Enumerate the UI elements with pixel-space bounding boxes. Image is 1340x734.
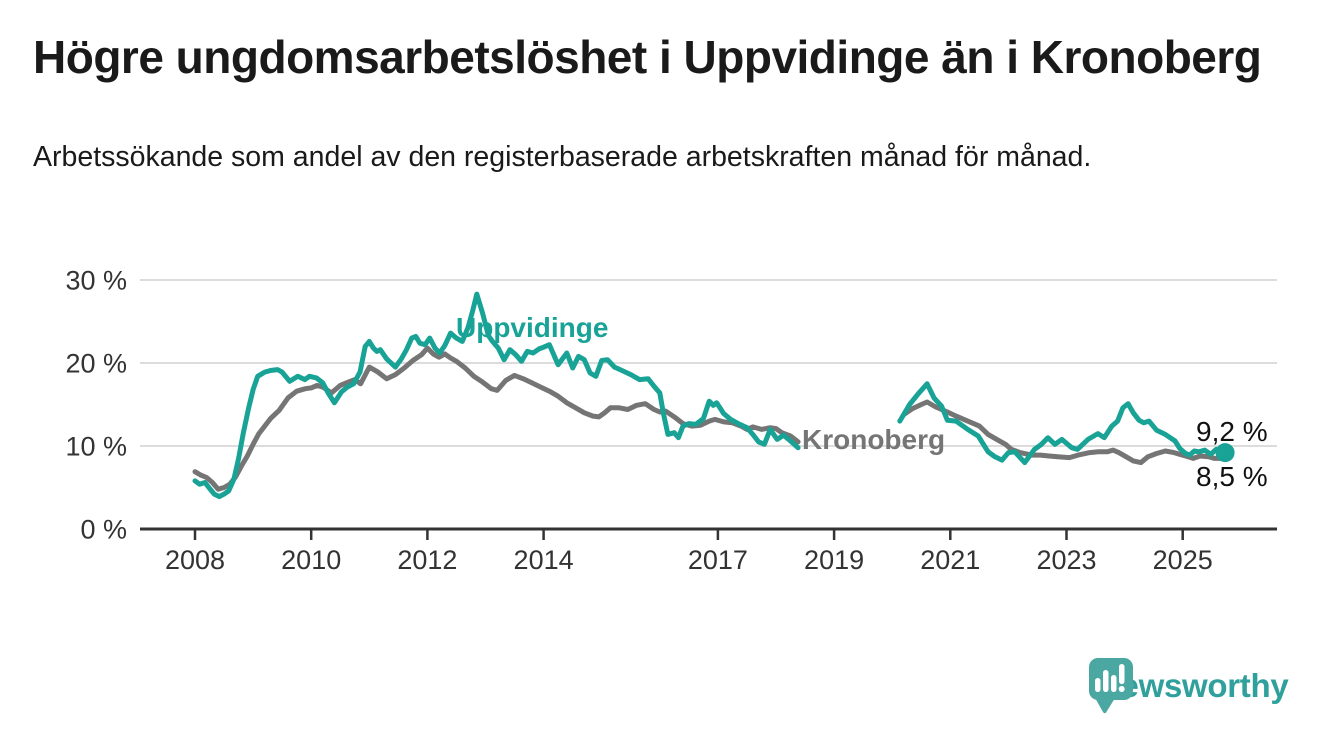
x-tick-label-2021: 2021 xyxy=(920,545,980,575)
newsworthy-logo-icon xyxy=(1089,658,1133,714)
x-tick-label-2010: 2010 xyxy=(281,545,341,575)
y-tick-label-10: 10 % xyxy=(65,432,127,462)
end-value-uppvidinge: 9,2 % xyxy=(1196,416,1268,447)
x-tick-label-2019: 2019 xyxy=(804,545,864,575)
series-label-kronoberg: Kronoberg xyxy=(802,424,946,455)
page-title: Högre ungdomsarbetslöshet i Uppvidinge ä… xyxy=(33,31,1262,83)
newsworthy-logo: Newsworthy xyxy=(1087,656,1317,716)
y-tick-label-20: 20 % xyxy=(65,349,127,379)
x-tick-label-2025: 2025 xyxy=(1153,545,1213,575)
x-tick-label-2014: 2014 xyxy=(514,545,574,575)
end-point-dot-uppvidinge xyxy=(1215,443,1235,463)
line-kronoberg-segment-2 xyxy=(901,399,1228,466)
line-uppvidinge-segment-1 xyxy=(192,291,801,500)
x-tick-label-2023: 2023 xyxy=(1036,545,1096,575)
x-tick-label-2017: 2017 xyxy=(688,545,748,575)
y-tick-label-0: 0 % xyxy=(80,515,127,545)
x-tick-label-2008: 2008 xyxy=(165,545,225,575)
line-kronoberg-segment-1 xyxy=(192,345,801,492)
series-label-uppvidinge: Uppvidinge xyxy=(456,312,609,343)
x-tick-label-2012: 2012 xyxy=(397,545,457,575)
chart-subtitle: Arbetssökande som andel av den registerb… xyxy=(33,141,1092,173)
line-uppvidinge-segment-2 xyxy=(897,381,1228,466)
end-value-kronoberg: 8,5 % xyxy=(1196,461,1268,492)
y-tick-label-30: 30 % xyxy=(65,266,127,296)
